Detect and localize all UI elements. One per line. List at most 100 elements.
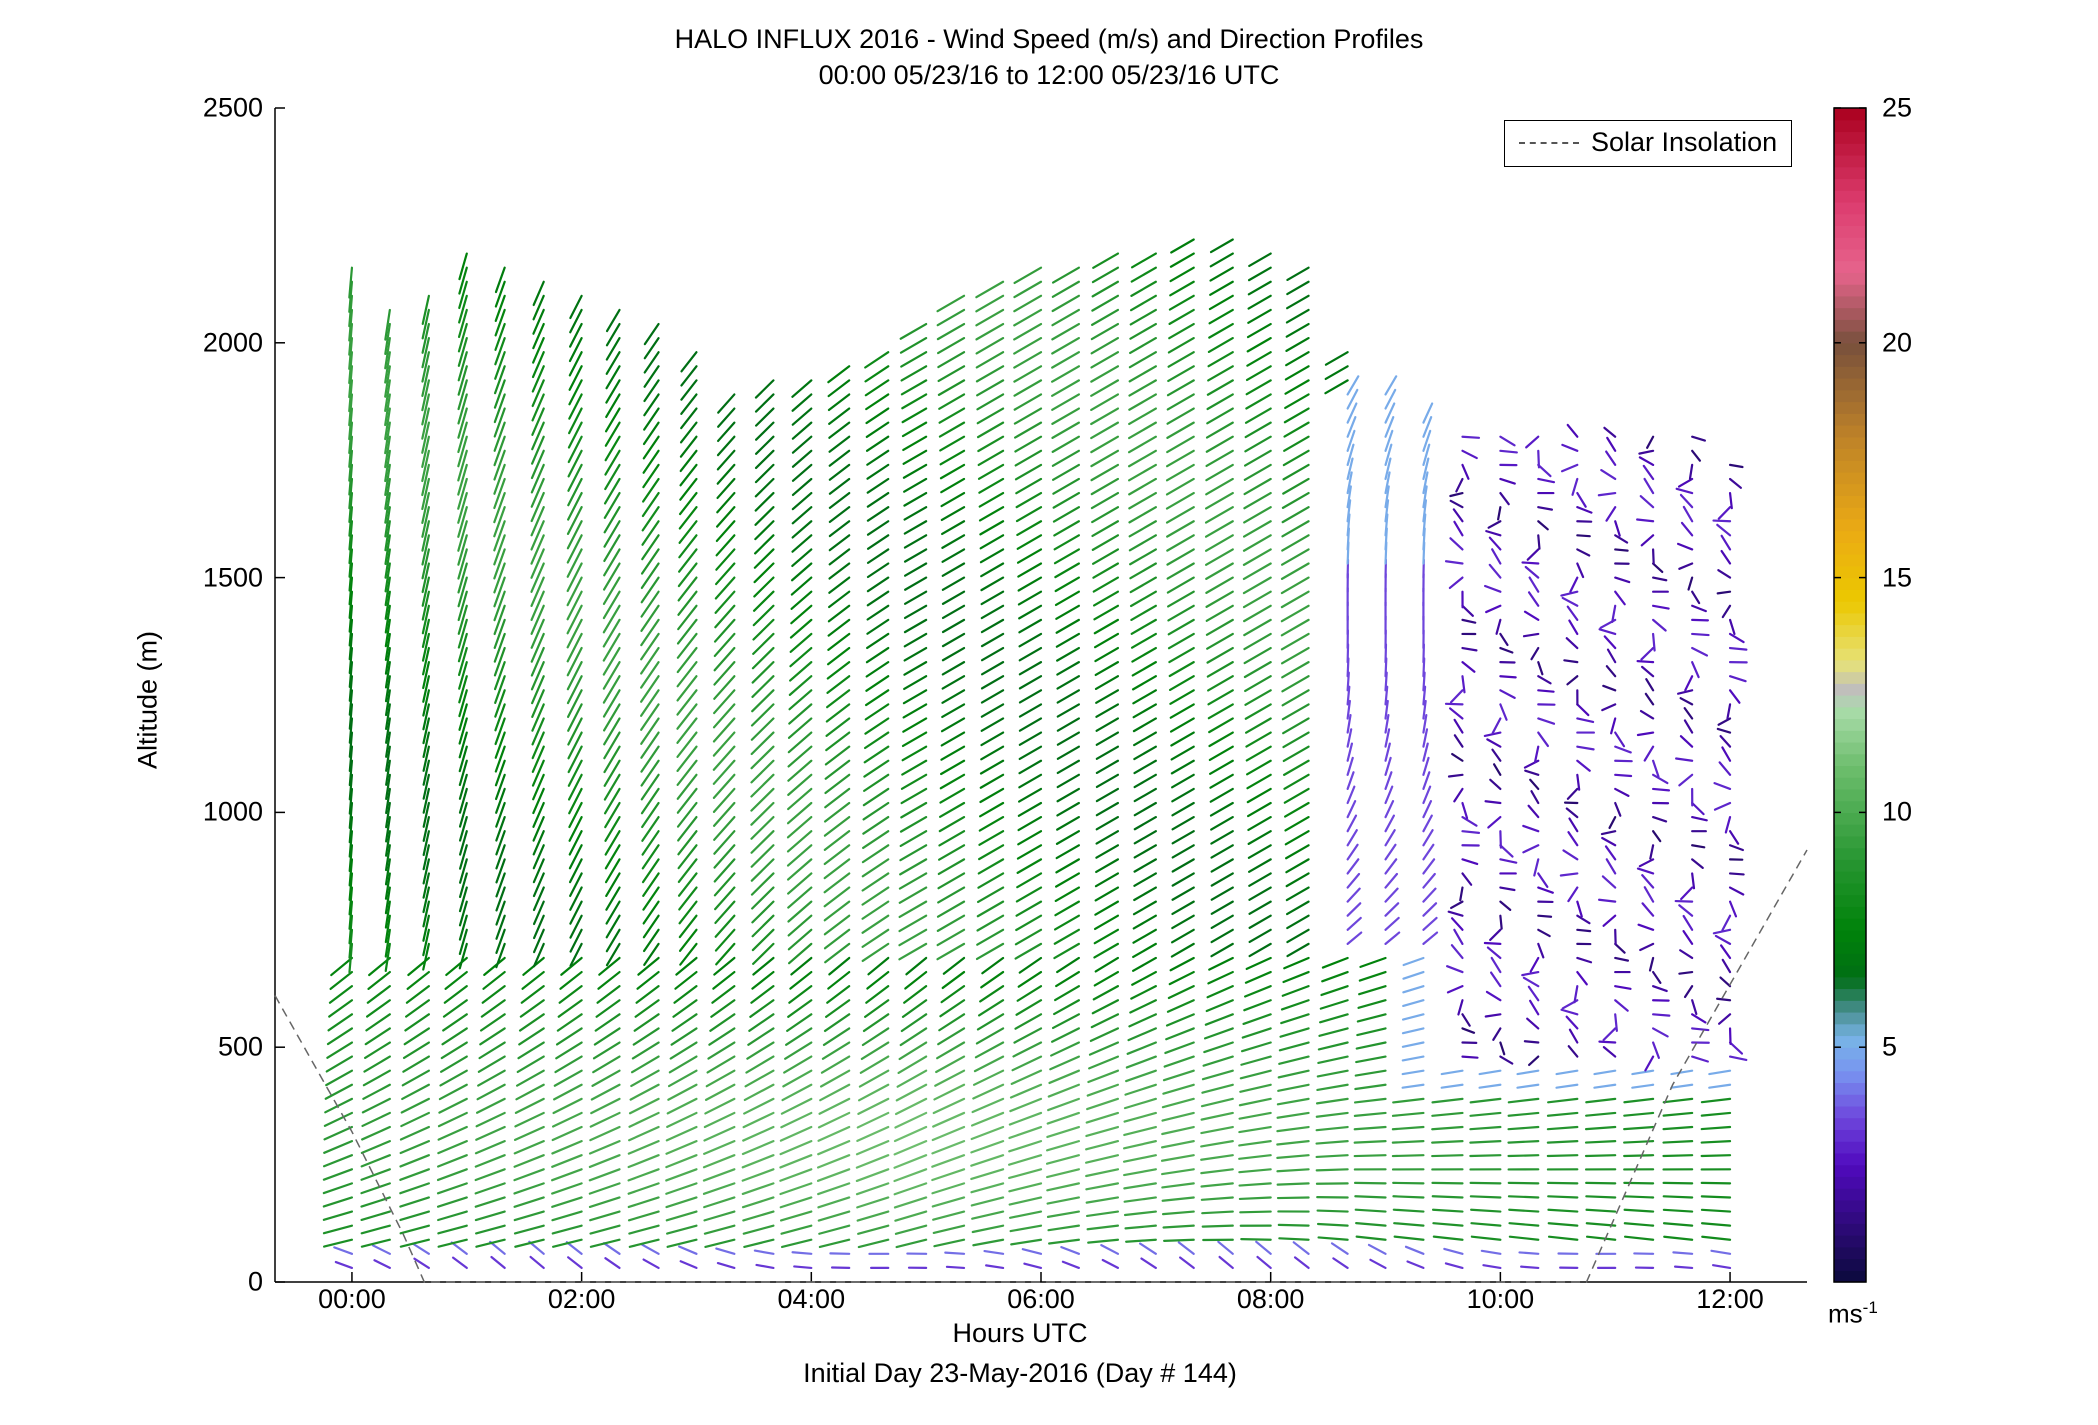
wind-vector — [861, 900, 890, 920]
wind-vector — [679, 942, 698, 966]
wind-vector — [1207, 689, 1234, 706]
wind-vector — [567, 477, 583, 507]
wind-vector — [976, 928, 1005, 946]
wind-vector — [532, 787, 545, 815]
wind-vector — [1585, 1181, 1617, 1185]
wind-vector — [1168, 675, 1195, 691]
wind-vector — [513, 1210, 545, 1222]
colorbar-segment — [1834, 143, 1866, 156]
wind-vector — [532, 858, 545, 884]
wind-vector — [787, 942, 813, 965]
wind-vector — [1050, 1027, 1080, 1043]
wind-vector — [1207, 970, 1234, 985]
wind-vector — [784, 1041, 813, 1060]
wind-vector — [864, 379, 890, 397]
wind-vector — [1286, 942, 1310, 958]
wind-vector — [779, 1125, 813, 1142]
colorbar-segment — [1834, 542, 1866, 555]
wind-vector — [384, 548, 391, 579]
wind-vector — [643, 942, 660, 966]
wind-vector — [1384, 771, 1393, 791]
wind-vector — [1566, 787, 1579, 800]
wind-vector — [1051, 266, 1080, 284]
wind-vector — [1431, 1195, 1464, 1199]
wind-vector — [333, 1246, 354, 1255]
wind-vector — [980, 590, 1005, 606]
wind-vector — [1090, 308, 1120, 326]
wind-vector — [474, 1154, 506, 1168]
wind-vector — [791, 534, 813, 553]
wind-vector — [1718, 761, 1732, 776]
wind-vector — [1210, 830, 1234, 845]
wind-vector — [1646, 435, 1655, 449]
wind-vector — [553, 1069, 583, 1087]
wind-vector — [1283, 759, 1310, 776]
wind-vector — [1606, 648, 1617, 664]
wind-vector — [1346, 799, 1357, 819]
wind-vector — [1246, 787, 1272, 804]
wind-vector — [1537, 520, 1549, 531]
wind-vector — [866, 562, 890, 579]
wind-vector — [1014, 942, 1043, 960]
wind-vector — [1293, 1256, 1310, 1270]
wind-vector — [1276, 1097, 1310, 1106]
wind-vector — [1691, 590, 1701, 605]
wind-vector — [751, 689, 775, 713]
wind-vector — [903, 562, 928, 577]
wind-vector — [1384, 457, 1392, 481]
colorbar-segment — [1834, 483, 1866, 497]
wind-vector — [640, 548, 660, 575]
wind-vector — [1013, 407, 1043, 425]
wind-vector — [1555, 1083, 1579, 1089]
wind-vector — [1052, 506, 1080, 523]
wind-vector — [1402, 985, 1425, 994]
wind-vector — [824, 942, 851, 964]
wind-vector — [421, 534, 430, 566]
wind-vector — [825, 999, 851, 1018]
wind-vector — [1091, 520, 1120, 538]
wind-vector — [715, 942, 736, 966]
wind-vector — [822, 1027, 851, 1047]
wind-vector — [443, 985, 468, 1004]
wind-vector — [1691, 1013, 1707, 1024]
wind-vector — [1508, 1235, 1540, 1241]
wind-vector — [457, 435, 468, 468]
wind-vector — [494, 280, 506, 308]
wind-vector — [329, 970, 354, 991]
wind-vector — [385, 801, 391, 829]
wind-vector — [530, 435, 545, 465]
wind-vector — [457, 491, 468, 524]
wind-vector — [322, 1224, 354, 1235]
wind-vector — [1449, 499, 1464, 509]
wind-vector — [627, 1196, 660, 1209]
wind-vector — [458, 675, 468, 704]
wind-vector — [1638, 456, 1655, 466]
wind-vector — [679, 449, 698, 473]
wind-vector — [1168, 661, 1195, 678]
wind-vector — [1346, 858, 1360, 875]
wind-vector — [566, 646, 583, 677]
wind-vector — [1470, 1222, 1502, 1227]
wind-vector — [1614, 787, 1630, 797]
wind-vector — [1052, 463, 1080, 481]
wind-vector — [1010, 1238, 1043, 1246]
wind-vector — [1170, 745, 1195, 761]
wind-vector — [1248, 858, 1272, 873]
wind-vector — [569, 928, 583, 953]
wind-vector — [1499, 914, 1503, 930]
wind-vector — [1605, 450, 1617, 466]
wind-vector — [1132, 689, 1157, 705]
wind-vector — [1238, 1182, 1272, 1187]
wind-vector — [1422, 799, 1433, 819]
wind-vector — [942, 956, 966, 975]
wind-vector — [551, 1111, 583, 1128]
wind-vector — [1238, 1111, 1272, 1120]
wind-vector — [640, 604, 660, 632]
wind-vector — [385, 773, 391, 800]
wind-vector — [458, 886, 468, 913]
wind-vector — [1369, 1258, 1387, 1270]
wind-vector — [1017, 801, 1043, 817]
wind-vector — [970, 1111, 1005, 1127]
wind-vector — [1091, 506, 1120, 524]
wind-vector — [566, 689, 583, 719]
